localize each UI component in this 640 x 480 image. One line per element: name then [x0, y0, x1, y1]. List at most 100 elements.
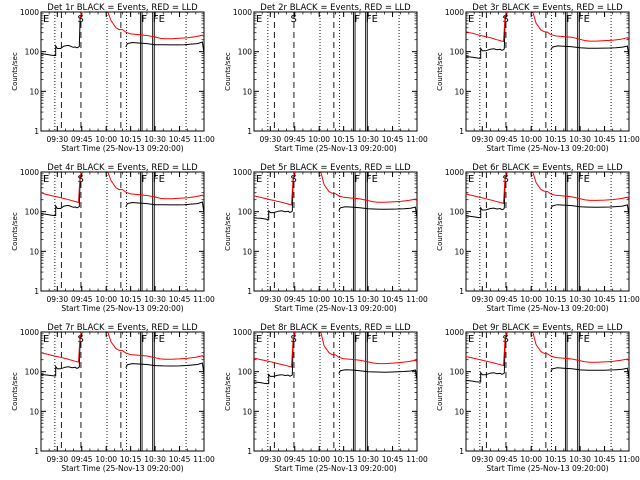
x-tick-label: 10:30	[357, 295, 379, 304]
x-tick-label: 10:15	[120, 135, 142, 144]
flag-label: FE	[366, 174, 378, 185]
y-tick-label: 1	[34, 287, 39, 296]
detector-plot: Det 4r BLACK = Events, RED = LLD 1 10 100 10…	[11, 163, 215, 313]
lld-series-line	[253, 331, 296, 368]
y-tick-label: 1	[459, 127, 464, 136]
y-axis-label: Counts/sec	[224, 52, 232, 91]
events-series-line	[550, 45, 630, 57]
x-tick-label: 10:15	[333, 455, 355, 464]
x-tick-label: 09:45	[284, 135, 306, 144]
x-tick-label: 10:45	[169, 295, 191, 304]
x-tick-label: 09:45	[496, 455, 518, 464]
x-tick-label: 10:00	[95, 295, 117, 304]
x-tick-label: 10:15	[120, 455, 142, 464]
events-series-line	[40, 331, 83, 377]
plot-title: Det 6r BLACK = Events, RED = LLD	[472, 163, 623, 173]
lld-series-line	[320, 171, 418, 203]
x-axis-label: Start Time (25-Nov-13 09:20:00)	[486, 144, 608, 153]
y-tick-label: 100	[450, 48, 465, 57]
y-axis-label: Counts/sec	[11, 52, 19, 91]
y-axis-label: Counts/sec	[224, 372, 232, 411]
detector-plot: Det 2r BLACK = Events, RED = LLD 1 10 100 10…	[224, 3, 428, 153]
flag-label: S	[77, 14, 83, 25]
x-tick-label: 10:30	[144, 295, 166, 304]
detector-plot: Det 3r BLACK = Events, RED = LLD 1 10 100 10…	[436, 3, 640, 153]
events-series-line	[125, 362, 205, 375]
x-tick-label: 09:45	[284, 455, 306, 464]
lld-series-line	[107, 171, 205, 200]
x-axis-label: Start Time (25-Nov-13 09:20:00)	[486, 304, 608, 313]
y-tick-label: 10	[454, 247, 464, 256]
x-axis-label: Start Time (25-Nov-13 09:20:00)	[274, 144, 396, 153]
flag-label: F	[566, 334, 572, 345]
x-tick-label: 11:00	[193, 455, 215, 464]
y-tick-label: 1000	[233, 328, 252, 337]
lld-series-line	[40, 171, 83, 204]
plot-title: Det 2r BLACK = Events, RED = LLD	[260, 3, 411, 13]
flag-label: S	[77, 174, 83, 185]
x-tick-label: 10:30	[357, 135, 379, 144]
flag-label: FE	[153, 14, 165, 25]
events-series-line	[338, 206, 418, 218]
flag-label: F	[354, 334, 360, 345]
x-tick-label: 10:30	[569, 455, 591, 464]
y-tick-label: 1000	[445, 328, 464, 337]
y-tick-label: 10	[454, 407, 464, 416]
flag-label: E	[468, 334, 474, 345]
lld-series-line	[253, 171, 296, 206]
x-tick-label: 09:30	[46, 135, 68, 144]
plot-title: Det 4r BLACK = Events, RED = LLD	[47, 163, 198, 173]
x-tick-label: 09:45	[496, 295, 518, 304]
x-axis-label: Start Time (25-Nov-13 09:20:00)	[61, 144, 183, 153]
x-tick-label: 10:45	[382, 135, 404, 144]
events-series-line	[125, 201, 205, 214]
lld-series-line	[532, 11, 630, 42]
flag-label: E	[256, 174, 262, 185]
x-tick-label: 10:00	[520, 295, 542, 304]
y-tick-label: 1	[459, 287, 464, 296]
flag-label: E	[468, 174, 474, 185]
x-tick-label: 10:30	[144, 135, 166, 144]
flag-label: E	[43, 174, 49, 185]
events-series-line	[550, 367, 630, 380]
x-tick-label: 10:00	[520, 135, 542, 144]
lld-series-line	[320, 331, 418, 365]
x-tick-label: 09:30	[471, 455, 493, 464]
flag-label: S	[77, 334, 83, 345]
detector-plot: Det 5r BLACK = Events, RED = LLD 1 10 100 10…	[224, 163, 428, 313]
y-tick-label: 1	[247, 447, 252, 456]
x-tick-label: 09:30	[259, 135, 281, 144]
flag-label: E	[43, 334, 49, 345]
y-axis-label: Counts/sec	[224, 212, 232, 251]
x-tick-label: 11:00	[618, 455, 640, 464]
y-axis-label: Counts/sec	[436, 372, 444, 411]
x-axis-label: Start Time (25-Nov-13 09:20:00)	[486, 464, 608, 473]
x-tick-label: 09:30	[259, 295, 281, 304]
x-tick-label: 10:45	[594, 455, 616, 464]
x-tick-label: 11:00	[406, 135, 428, 144]
y-tick-label: 100	[238, 48, 253, 57]
plot-frame	[465, 331, 630, 452]
events-series-line	[465, 171, 508, 219]
x-tick-label: 10:15	[333, 295, 355, 304]
x-tick-label: 10:00	[520, 455, 542, 464]
flag-label: FE	[578, 334, 590, 345]
x-tick-label: 09:45	[71, 135, 93, 144]
y-tick-label: 1	[459, 447, 464, 456]
events-series-line	[338, 369, 418, 381]
flag-label: FE	[153, 174, 165, 185]
events-series-line	[125, 41, 205, 54]
y-tick-label: 1	[34, 127, 39, 136]
y-axis-label: Counts/sec	[11, 212, 19, 251]
lld-series-line	[40, 331, 83, 363]
flag-label: S	[502, 174, 508, 185]
y-tick-label: 100	[25, 48, 40, 57]
x-tick-label: 10:30	[569, 295, 591, 304]
x-tick-label: 10:15	[545, 455, 567, 464]
x-axis-label: Start Time (25-Nov-13 09:20:00)	[61, 464, 183, 473]
events-series-line	[550, 204, 630, 216]
y-tick-label: 100	[238, 368, 253, 377]
events-series-line	[253, 331, 296, 385]
flag-label: FE	[578, 174, 590, 185]
x-tick-label: 10:45	[594, 295, 616, 304]
